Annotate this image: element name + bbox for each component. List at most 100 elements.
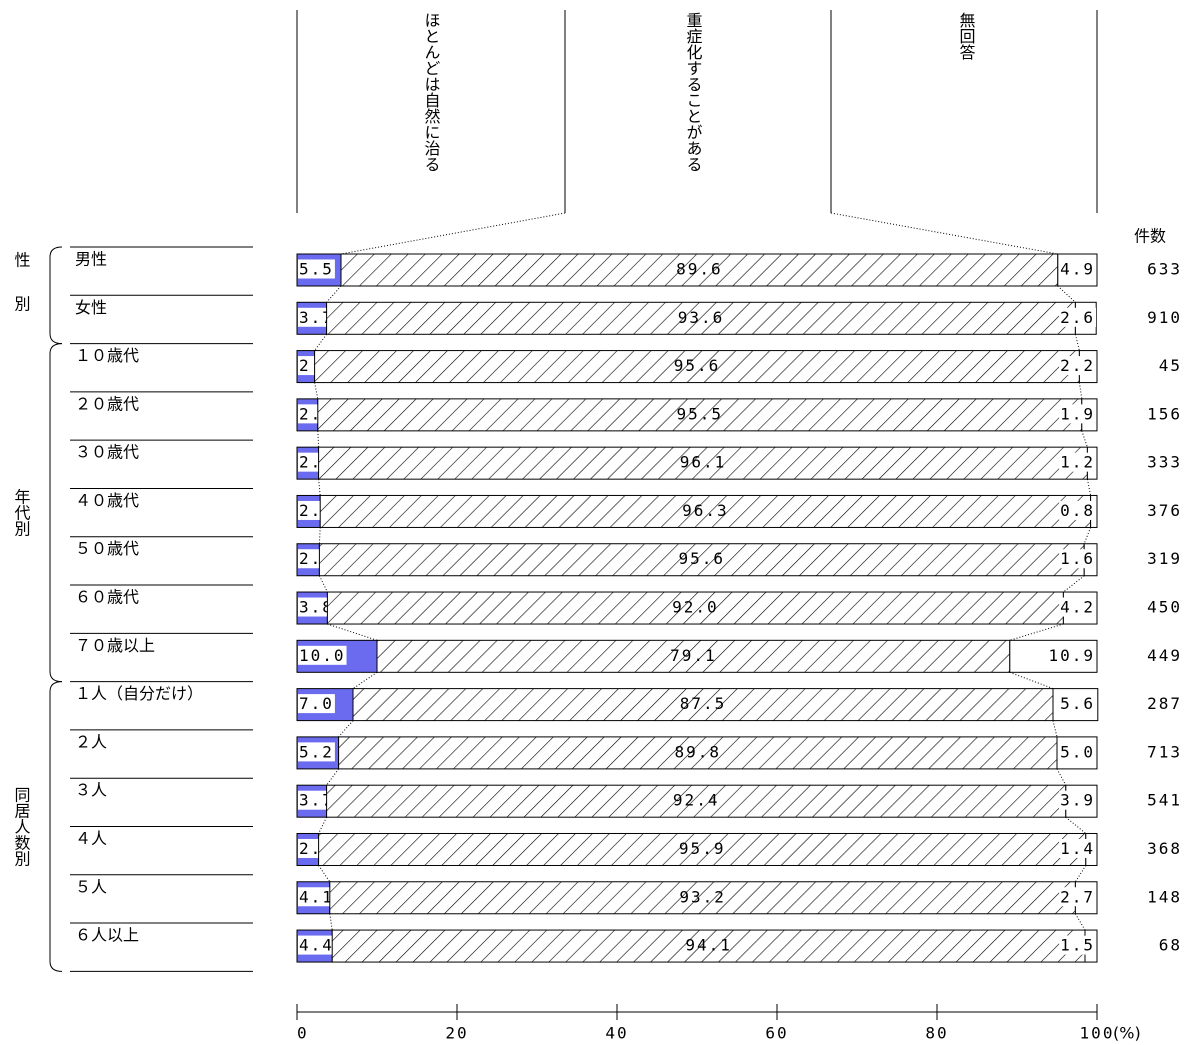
category-label: ３０歳代 bbox=[75, 443, 139, 462]
category-label: １人（自分だけ） bbox=[75, 684, 203, 703]
count-label: 450 bbox=[1147, 598, 1182, 617]
label-background bbox=[1059, 790, 1096, 810]
group-brace bbox=[49, 681, 63, 972]
value-label: 96.3 bbox=[682, 501, 729, 520]
value-label: 79.1 bbox=[670, 646, 717, 665]
label-background bbox=[1059, 742, 1096, 762]
count-label: 713 bbox=[1147, 742, 1182, 761]
value-label: 92.0 bbox=[672, 598, 719, 617]
x-tick-label: 0 bbox=[297, 1024, 309, 1043]
label-background bbox=[298, 935, 335, 955]
value-label: 2.6 bbox=[1060, 308, 1095, 327]
count-label: 319 bbox=[1147, 549, 1182, 568]
bar-segment bbox=[338, 736, 1058, 770]
bar-segment bbox=[340, 253, 1059, 287]
x-tick-label: 100 bbox=[1080, 1024, 1115, 1043]
connector-line bbox=[314, 333, 328, 351]
value-label: 5.6 bbox=[1060, 694, 1095, 713]
count-label: 287 bbox=[1147, 694, 1182, 713]
bar-segment bbox=[376, 639, 1011, 673]
count-label: 449 bbox=[1147, 646, 1182, 665]
count-label: 68 bbox=[1159, 936, 1182, 955]
category-label: ５０歳代 bbox=[75, 539, 139, 558]
value-label: 4.2 bbox=[1060, 598, 1095, 617]
bar-segment bbox=[319, 494, 1092, 528]
label-background bbox=[1059, 935, 1096, 955]
connector-line bbox=[1056, 768, 1067, 786]
value-label: 92.4 bbox=[673, 791, 720, 810]
connector-line bbox=[1083, 527, 1092, 544]
value-label: 10.9 bbox=[1048, 646, 1095, 665]
label-background bbox=[298, 742, 335, 762]
value-label: 5.0 bbox=[1060, 742, 1095, 761]
category-label: ２０歳代 bbox=[75, 394, 139, 413]
connector-line bbox=[1009, 623, 1064, 641]
connector-line bbox=[326, 768, 340, 786]
connector-line bbox=[1063, 575, 1085, 593]
value-label: 95.6 bbox=[679, 549, 726, 568]
value-label: 1.4 bbox=[1060, 839, 1095, 858]
label-background bbox=[1059, 452, 1096, 472]
value-label: 89.6 bbox=[676, 260, 723, 279]
connector-line bbox=[1074, 913, 1086, 931]
value-label: 1.9 bbox=[1060, 404, 1095, 423]
connector-line bbox=[1081, 430, 1088, 448]
value-label: 1.5 bbox=[1060, 936, 1095, 955]
connector-line bbox=[1057, 285, 1076, 303]
group-label: 年代別 bbox=[12, 489, 31, 538]
count-label: 156 bbox=[1147, 404, 1182, 423]
value-label: 3.9 bbox=[1060, 791, 1095, 810]
connector-line bbox=[1074, 865, 1087, 883]
count-label: 541 bbox=[1147, 791, 1182, 810]
value-label: 3.7 bbox=[299, 308, 334, 327]
category-label: ６人以上 bbox=[75, 926, 139, 945]
label-background bbox=[298, 790, 335, 810]
value-label: 95.5 bbox=[677, 404, 724, 423]
value-label: 4.4 bbox=[299, 936, 334, 955]
bar-segment bbox=[314, 350, 1080, 384]
label-background bbox=[298, 645, 347, 665]
legend-label: 無回答 bbox=[957, 12, 976, 60]
count-label: 633 bbox=[1147, 260, 1182, 279]
connector-line bbox=[1078, 382, 1083, 399]
bar-segment bbox=[318, 543, 1085, 577]
value-label: 94.1 bbox=[685, 936, 732, 955]
header-connector bbox=[830, 212, 1058, 255]
value-label: 3.7 bbox=[299, 791, 334, 810]
label-background bbox=[298, 597, 335, 617]
value-label: 93.6 bbox=[678, 308, 725, 327]
label-background bbox=[1059, 259, 1096, 279]
value-label: 2.7 bbox=[1060, 887, 1095, 906]
label-background bbox=[1059, 694, 1096, 714]
category-label: ４０歳代 bbox=[75, 491, 139, 510]
x-unit: (%) bbox=[1113, 1024, 1141, 1043]
connector-line bbox=[318, 527, 321, 544]
connector-line bbox=[1009, 671, 1054, 690]
value-label: 87.5 bbox=[680, 694, 727, 713]
legend-label: 重症化することがある bbox=[684, 12, 703, 172]
category-label: ２人 bbox=[75, 732, 107, 751]
connector-line bbox=[318, 865, 331, 883]
value-label: 95.9 bbox=[679, 839, 726, 858]
connector-line bbox=[314, 382, 319, 399]
value-label: 0.8 bbox=[1060, 501, 1095, 520]
value-label: 95.6 bbox=[674, 356, 721, 375]
connector-line bbox=[318, 479, 321, 496]
label-background bbox=[1059, 549, 1096, 569]
x-tick-label: 80 bbox=[925, 1024, 948, 1043]
value-label: 1.6 bbox=[1060, 549, 1095, 568]
connector-line bbox=[1074, 334, 1080, 351]
count-label: 368 bbox=[1147, 839, 1182, 858]
counts-header: 件数 bbox=[1134, 227, 1166, 246]
connector-line bbox=[318, 816, 328, 834]
count-label: 333 bbox=[1147, 453, 1182, 472]
category-label: ５人 bbox=[75, 877, 107, 896]
label-background bbox=[1059, 404, 1096, 424]
value-label: 4.9 bbox=[1060, 260, 1095, 279]
legend-label: ほとんどは自然に治る bbox=[422, 12, 441, 172]
connector-line bbox=[326, 285, 342, 303]
label-background bbox=[1059, 887, 1096, 907]
label-background bbox=[1059, 356, 1096, 376]
bar-segment bbox=[329, 881, 1076, 915]
